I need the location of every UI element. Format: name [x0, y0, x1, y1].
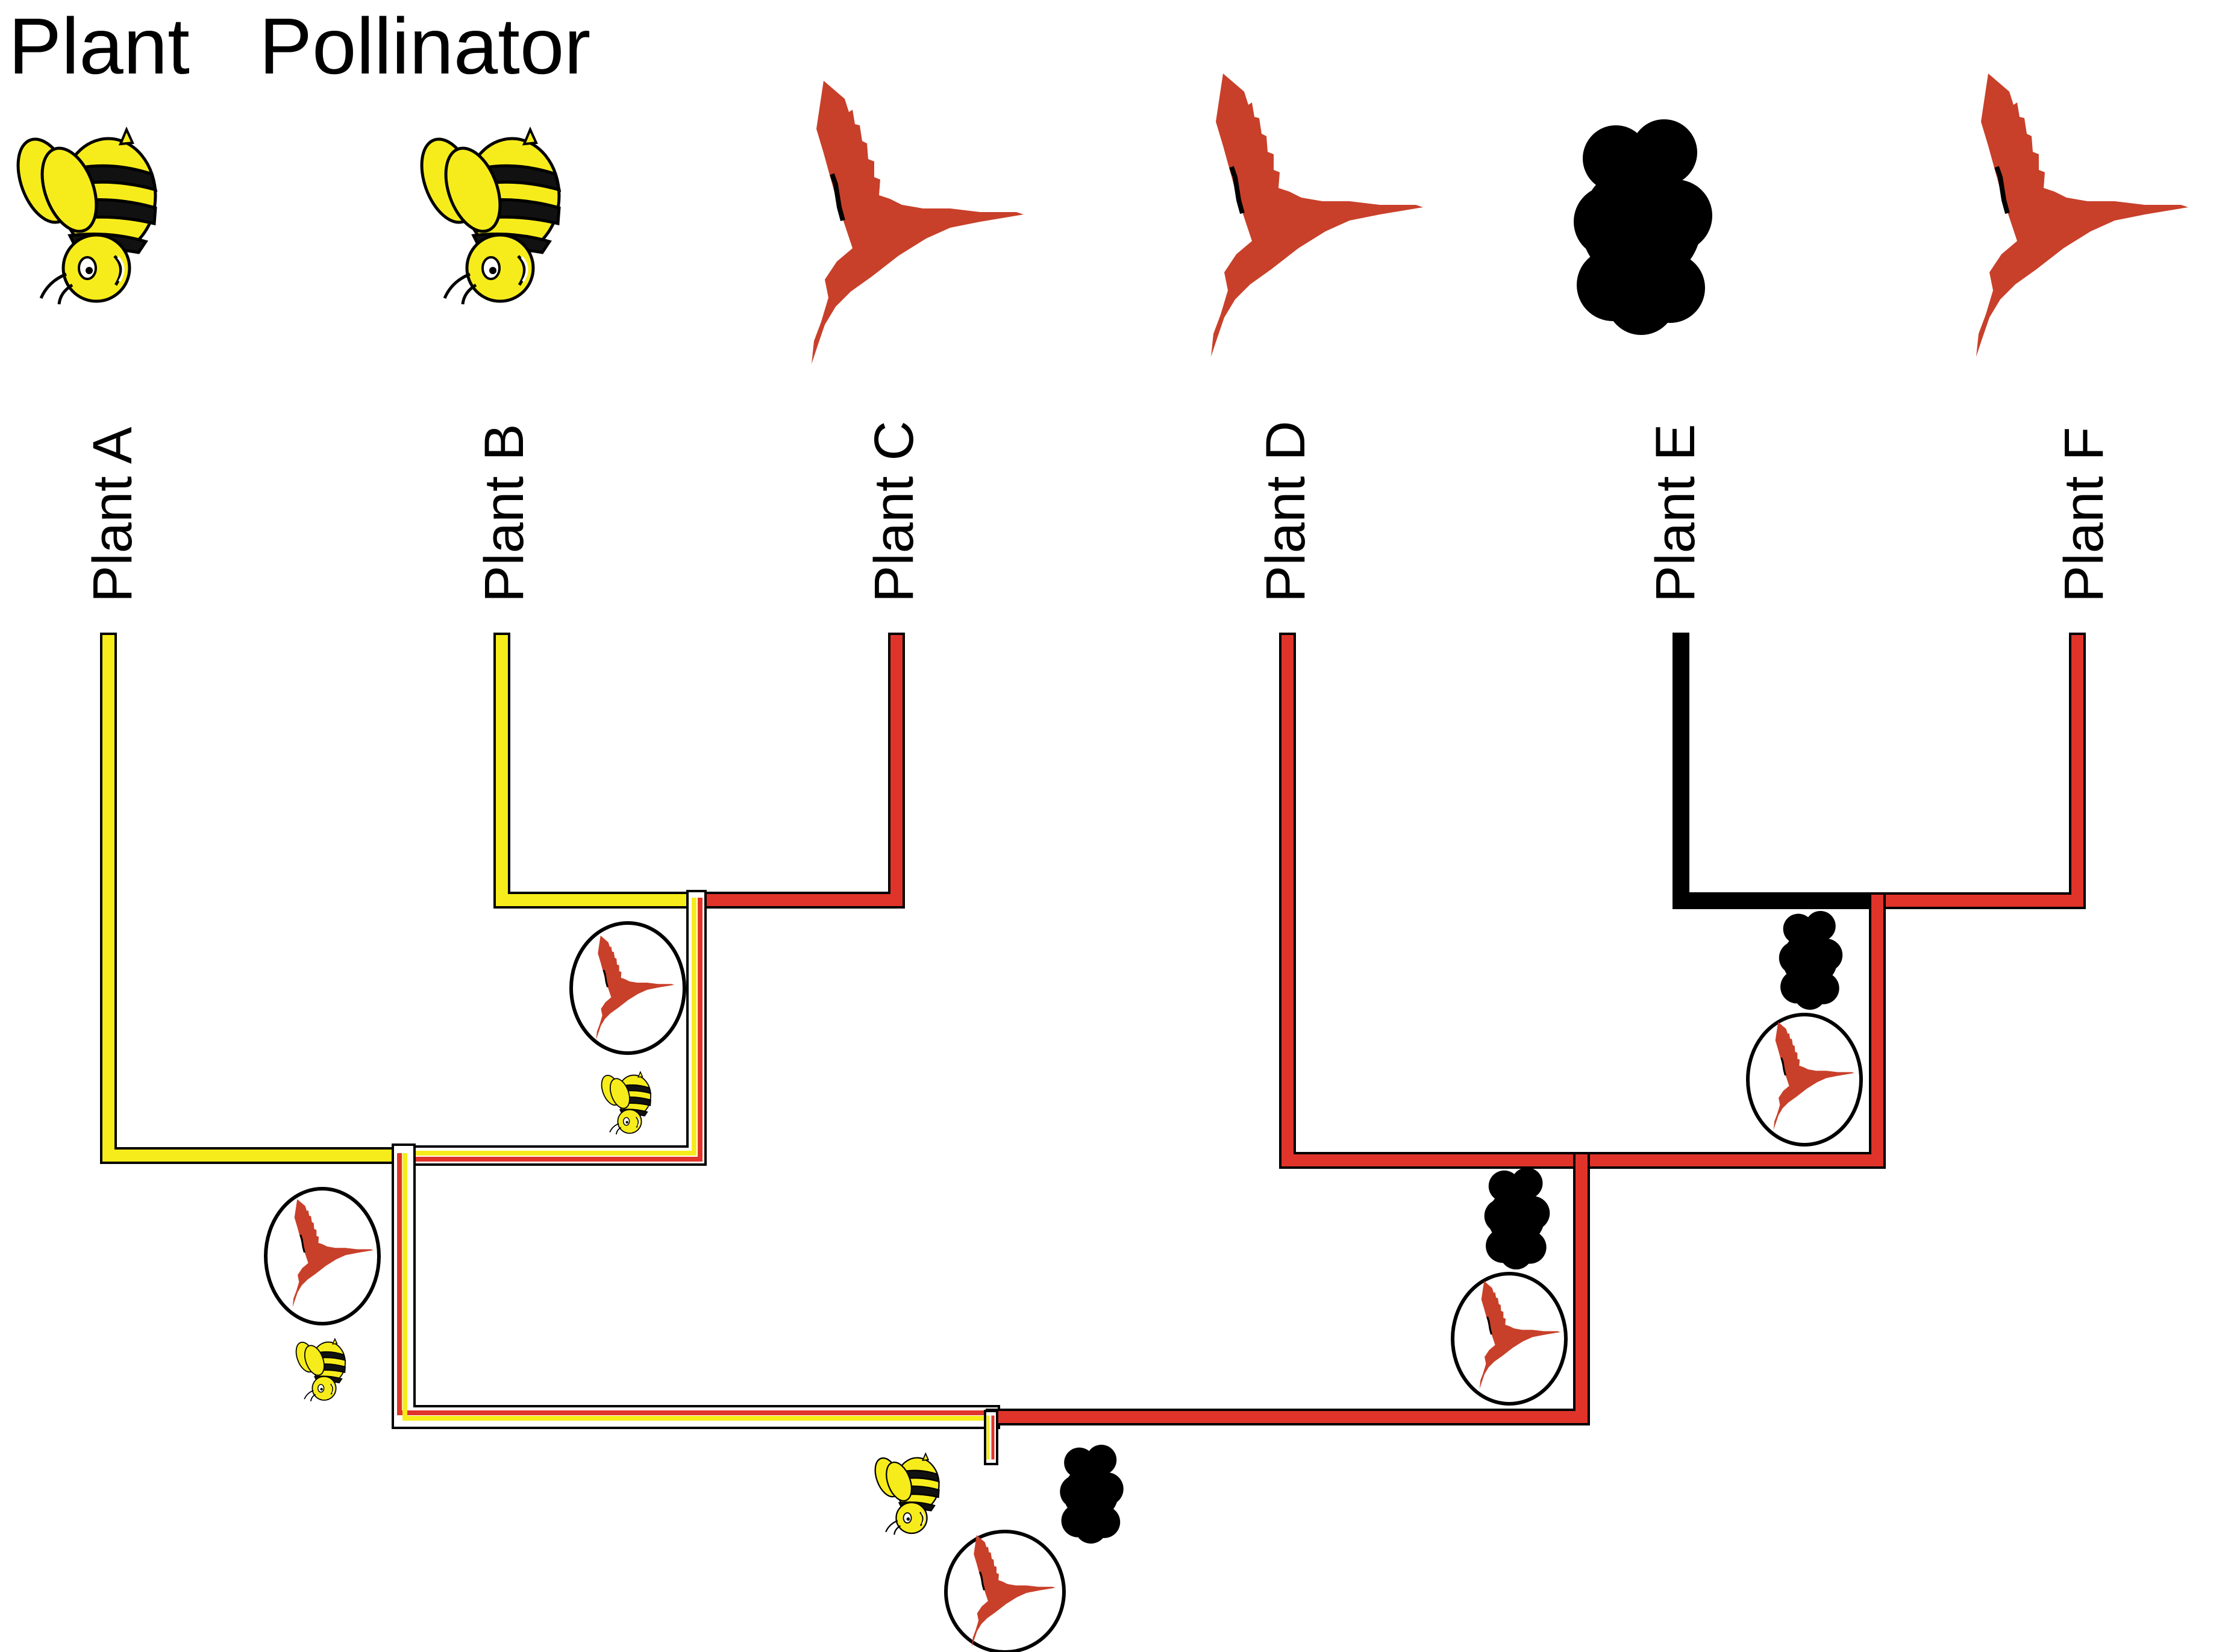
phylogenetic-tree	[100, 633, 2086, 1465]
hummingbird-icon	[812, 81, 1024, 364]
tip-label-plant-f: Plant F	[2053, 427, 2115, 602]
bee-icon	[872, 1453, 940, 1536]
tip-pollinator-icons	[8, 74, 2188, 364]
ancestral-node-root	[872, 1445, 1124, 1652]
tip-label-plant-d: Plant D	[1255, 421, 1316, 602]
plant-column-heading: Plant	[8, 2, 190, 90]
ancestral-node-ef	[1746, 911, 1863, 1147]
ancestral-node-def	[1451, 1168, 1568, 1406]
branch-plant-c	[690, 633, 905, 909]
branch-plant-f	[1873, 633, 2086, 909]
tip-labels: Plant A Plant B Plant C Plant D Plant E …	[82, 421, 2115, 602]
bee-icon	[411, 130, 559, 304]
ancestral-node-abc	[264, 1187, 381, 1402]
black-blob-icon	[1060, 1445, 1124, 1544]
tip-label-plant-e: Plant E	[1645, 424, 1706, 602]
branch-plant-d	[1279, 633, 1587, 1169]
tip-label-plant-a: Plant A	[82, 427, 143, 602]
branch-plant-b	[493, 633, 701, 909]
black-blob-icon	[1574, 119, 1712, 335]
branch-abc-stem	[392, 1144, 1000, 1429]
branch-plant-a	[100, 633, 412, 1164]
pollinator-column-heading: Pollinator	[259, 2, 590, 90]
tip-label-plant-c: Plant C	[863, 421, 925, 602]
branch-plant-e	[1673, 633, 1882, 909]
bee-icon	[8, 130, 155, 304]
tip-label-plant-b: Plant B	[474, 424, 535, 602]
ancestral-node-bc	[569, 921, 686, 1135]
hummingbird-icon	[1211, 74, 1423, 357]
bee-icon	[294, 1338, 346, 1402]
bee-icon	[599, 1071, 651, 1135]
hummingbird-icon	[1976, 74, 2188, 357]
black-blob-icon	[1484, 1168, 1550, 1270]
black-blob-icon	[1779, 911, 1843, 1010]
